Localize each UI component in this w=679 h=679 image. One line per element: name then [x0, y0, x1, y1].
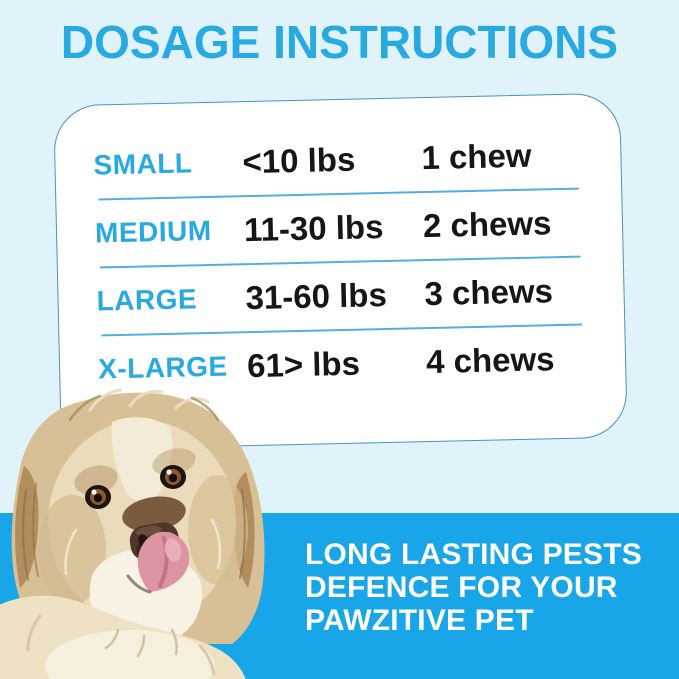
dog-photo — [0, 388, 265, 679]
size-label: SMALL — [93, 147, 193, 181]
weight-value: 61> lbs — [246, 344, 361, 385]
size-label: MEDIUM — [94, 214, 212, 249]
dog-chest-highlight — [45, 630, 215, 679]
dog-nose-bridge — [122, 496, 186, 532]
tagline-line-3: PAWZITIVE PET — [305, 604, 534, 637]
weight-value: 31-60 lbs — [245, 275, 388, 317]
dose-value: 3 chews — [424, 272, 554, 313]
dog-brow-left — [74, 465, 118, 495]
dose-value: 1 chew — [421, 136, 532, 177]
weight-value: <10 lbs — [242, 140, 356, 181]
page-title: DOSAGE INSTRUCTIONS — [60, 16, 619, 68]
dose-value: 4 chews — [425, 340, 555, 381]
dog-fur-strokes — [22, 388, 246, 676]
size-label: LARGE — [96, 283, 198, 317]
dog-left-eye — [85, 485, 111, 509]
dose-value: 2 chews — [422, 204, 552, 245]
weight-value: 11-30 lbs — [243, 208, 384, 249]
dog-cheek-shade-right — [188, 475, 248, 585]
dog-tongue — [126, 531, 190, 594]
tagline-line-1: LONG LASTING PESTS — [305, 538, 642, 571]
dog-left-ear — [15, 466, 39, 588]
tagline-text: LONG LASTING PESTS DEFENCE FOR YOUR PAWZ… — [305, 538, 642, 637]
dog-right-eye — [160, 465, 186, 489]
tagline-line-2: DEFENCE FOR YOUR — [305, 571, 618, 604]
dog-cheek-shade-left — [38, 495, 106, 605]
dog-brow-right — [152, 448, 196, 476]
dog-forehead-blaze — [111, 417, 173, 502]
